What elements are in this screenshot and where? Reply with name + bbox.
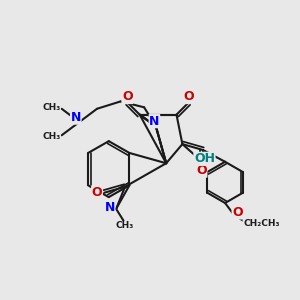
- Text: O: O: [92, 186, 102, 199]
- Text: N: N: [70, 111, 81, 124]
- Text: O: O: [196, 164, 207, 177]
- Text: N: N: [149, 115, 160, 128]
- Text: O: O: [122, 91, 133, 103]
- Text: OH: OH: [194, 152, 215, 165]
- Text: CH₂CH₃: CH₂CH₃: [243, 219, 280, 228]
- Text: N: N: [104, 201, 115, 214]
- Text: CH₃: CH₃: [42, 132, 61, 141]
- Text: CH₃: CH₃: [42, 103, 61, 112]
- Text: CH₃: CH₃: [116, 221, 134, 230]
- Text: O: O: [184, 91, 194, 103]
- Text: O: O: [232, 206, 243, 219]
